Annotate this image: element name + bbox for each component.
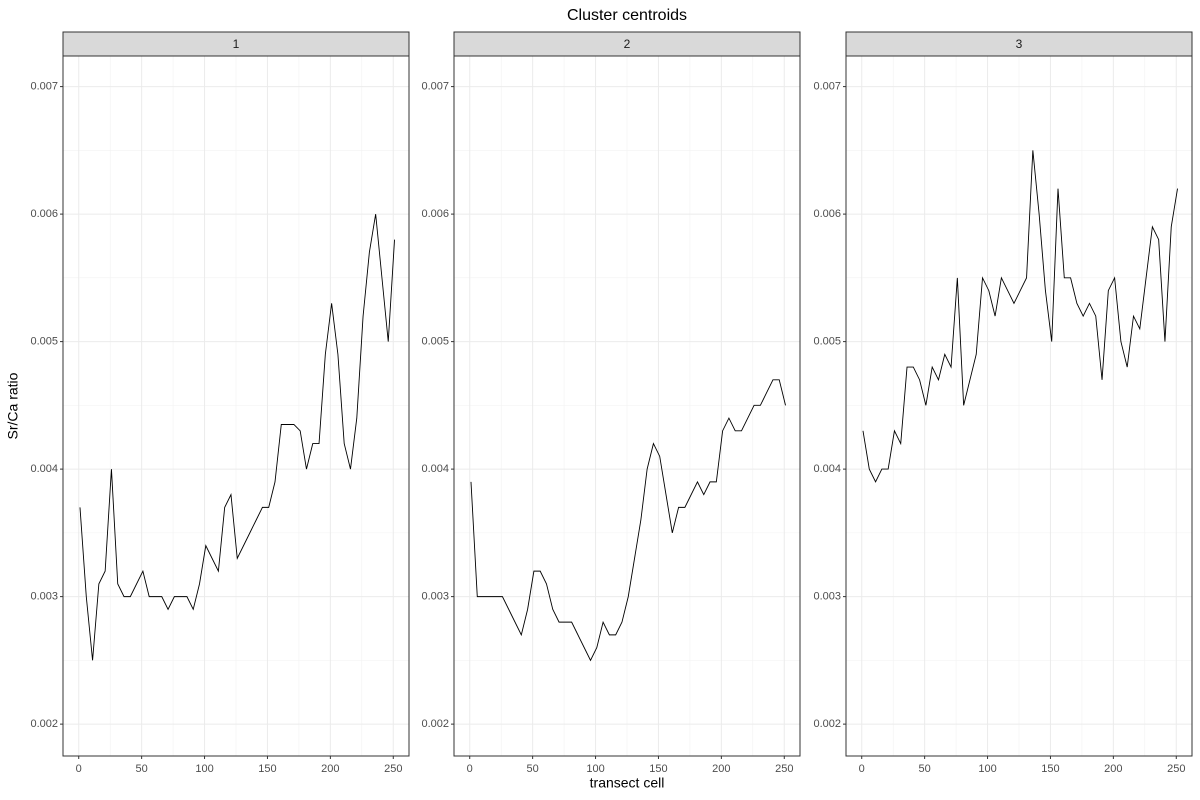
y-tick-label: 0.006 — [30, 208, 58, 220]
x-tick-label: 150 — [258, 763, 276, 775]
strip — [62, 31, 410, 57]
x-tick-label: 200 — [1104, 763, 1122, 775]
y-tick-label: 0.003 — [421, 591, 449, 603]
y-tick-label: 0.007 — [813, 81, 841, 93]
x-tick-label: 100 — [195, 763, 213, 775]
y-tick-label: 0.007 — [421, 81, 449, 93]
y-tick-label: 0.002 — [421, 718, 449, 730]
x-tick-label: 250 — [1167, 763, 1185, 775]
data-line — [79, 214, 395, 661]
y-tick-label: 0.006 — [421, 208, 449, 220]
x-tick-label: 50 — [136, 763, 148, 775]
data-line — [470, 379, 786, 662]
x-tick-label: 200 — [321, 763, 339, 775]
x-tick-label: 50 — [919, 763, 931, 775]
y-tick-label: 0.006 — [813, 208, 841, 220]
x-tick-label: 0 — [467, 763, 473, 775]
x-tick-label: 250 — [775, 763, 793, 775]
x-tick-label: 50 — [527, 763, 539, 775]
y-tick-label: 0.004 — [421, 463, 449, 475]
y-tick-label: 0.005 — [813, 336, 841, 348]
strip-label: 2 — [624, 37, 631, 51]
x-tick-label: 200 — [712, 763, 730, 775]
strip — [845, 31, 1193, 57]
x-axis-label: transect cell — [590, 775, 665, 791]
chart-title: Cluster centroids — [567, 7, 687, 24]
y-axis-label: Sr/Ca ratio — [5, 372, 21, 439]
y-tick-label: 0.005 — [421, 336, 449, 348]
strip-label: 3 — [1016, 37, 1023, 51]
y-tick-label: 0.002 — [30, 718, 58, 730]
y-tick-label: 0.005 — [30, 336, 58, 348]
y-tick-label: 0.004 — [813, 463, 841, 475]
strip-label: 1 — [233, 37, 240, 51]
x-tick-label: 150 — [649, 763, 667, 775]
x-tick-label: 0 — [76, 763, 82, 775]
x-tick-label: 100 — [586, 763, 604, 775]
y-tick-label: 0.004 — [30, 463, 58, 475]
x-tick-label: 150 — [1041, 763, 1059, 775]
x-tick-label: 0 — [859, 763, 865, 775]
y-tick-label: 0.003 — [30, 591, 58, 603]
x-tick-label: 250 — [384, 763, 402, 775]
strip — [453, 31, 801, 57]
y-tick-label: 0.002 — [813, 718, 841, 730]
y-tick-label: 0.007 — [30, 81, 58, 93]
x-tick-label: 100 — [978, 763, 996, 775]
data-line — [862, 150, 1178, 483]
y-tick-label: 0.003 — [813, 591, 841, 603]
